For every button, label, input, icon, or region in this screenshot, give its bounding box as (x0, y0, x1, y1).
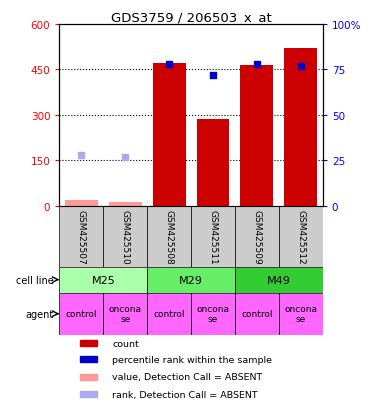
Text: oncona
se: oncona se (109, 304, 142, 324)
Bar (81, 391, 97, 397)
Bar (191, 206, 235, 267)
Bar (235, 206, 279, 267)
Point (254, 62, 260, 68)
Bar (103, 206, 147, 267)
Bar (147, 293, 191, 335)
Point (166, 62, 172, 68)
Bar (147, 267, 235, 293)
Bar (191, 293, 235, 335)
Title: GDS3759 / 206503_x_at: GDS3759 / 206503_x_at (111, 11, 272, 24)
Text: M49: M49 (267, 275, 291, 285)
Bar (81, 340, 97, 347)
Text: rank, Detection Call = ABSENT: rank, Detection Call = ABSENT (112, 390, 258, 399)
Text: count: count (112, 339, 139, 348)
Text: control: control (241, 309, 273, 318)
Bar (284, 49, 317, 206)
Bar (147, 206, 191, 267)
Bar (59, 267, 147, 293)
Bar (65, 201, 98, 206)
Text: GSM425511: GSM425511 (209, 209, 217, 264)
Text: GSM425510: GSM425510 (121, 209, 130, 264)
Bar (59, 293, 103, 335)
Bar (81, 374, 97, 380)
Bar (152, 64, 186, 206)
Text: GSM425512: GSM425512 (296, 209, 305, 264)
Bar (235, 293, 279, 335)
Bar (59, 206, 103, 267)
Text: control: control (66, 309, 97, 318)
Bar (81, 356, 97, 363)
Text: value, Detection Call = ABSENT: value, Detection Call = ABSENT (112, 372, 262, 381)
Bar (235, 267, 323, 293)
Bar (197, 120, 230, 206)
Bar (103, 293, 147, 335)
Text: M29: M29 (179, 275, 203, 285)
Point (122, 154, 128, 161)
Text: GSM425507: GSM425507 (77, 209, 86, 264)
Text: GSM425509: GSM425509 (252, 209, 262, 264)
Point (298, 63, 304, 70)
Text: oncona
se: oncona se (284, 304, 317, 324)
Text: percentile rank within the sample: percentile rank within the sample (112, 355, 272, 364)
Point (210, 72, 216, 79)
Text: control: control (153, 309, 185, 318)
Bar (279, 293, 323, 335)
Text: cell line: cell line (16, 275, 54, 285)
Point (78, 152, 84, 159)
Bar (109, 203, 142, 206)
Bar (279, 206, 323, 267)
Bar (240, 66, 273, 206)
Text: GSM425508: GSM425508 (165, 209, 174, 264)
Text: oncona
se: oncona se (197, 304, 230, 324)
Text: M25: M25 (91, 275, 115, 285)
Text: agent: agent (26, 309, 54, 319)
